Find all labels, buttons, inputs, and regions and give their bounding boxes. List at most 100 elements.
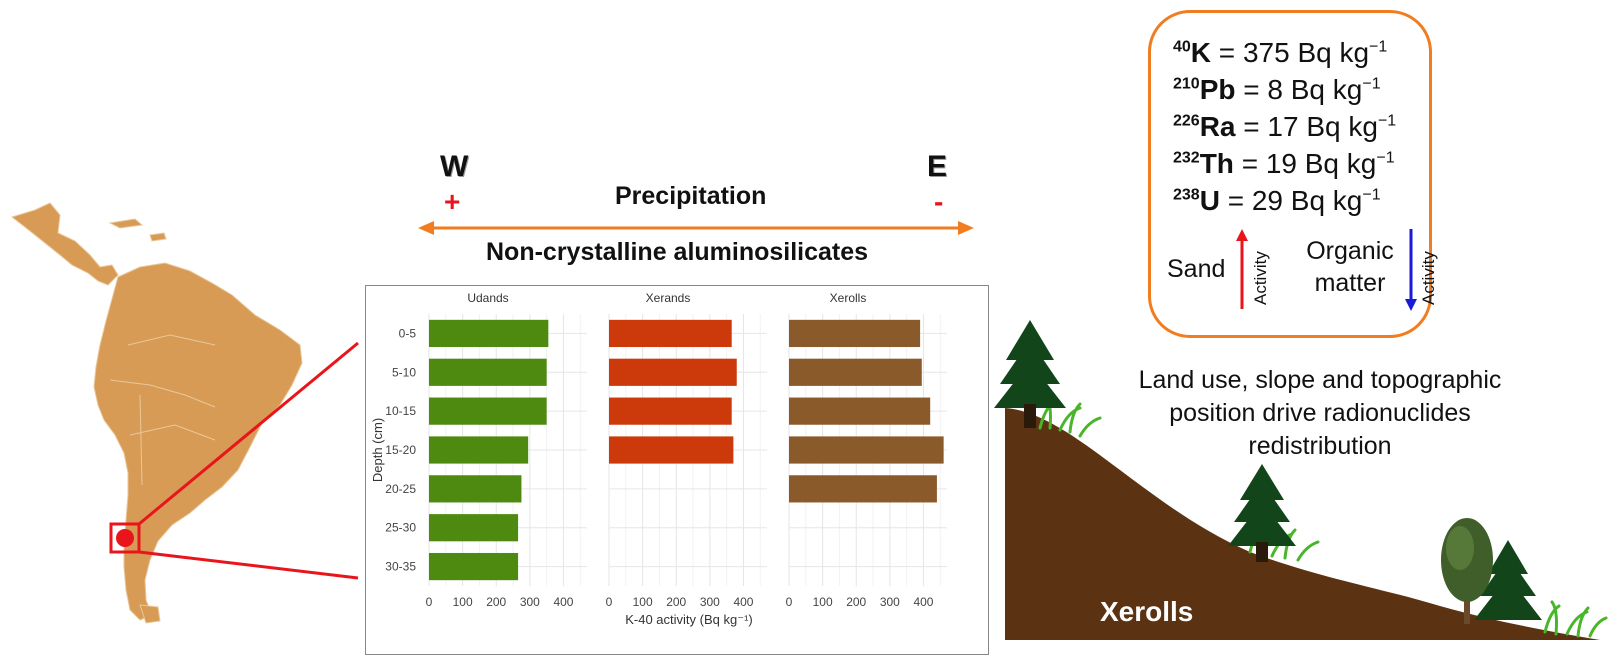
study-area-marker: [109, 522, 141, 554]
deciduous-tree: [1441, 518, 1493, 624]
radionuclide-line: 40K = 375 Bq kg−1: [1173, 37, 1387, 69]
element-symbol: Pb: [1199, 74, 1236, 105]
east-label: E: [927, 150, 948, 183]
radionuclide-summary-box: 40K = 375 Bq kg−1 210Pb = 8 Bq kg−1 226Ra …: [1148, 10, 1438, 338]
sand-activity-arrow: [1236, 229, 1248, 309]
x-tick-label: 200: [666, 595, 686, 609]
bar: [609, 436, 734, 464]
x-tick-label: 100: [633, 595, 653, 609]
activity-value: = 19 Bq kg: [1233, 148, 1377, 179]
landscape-caption-line2: position drive radionuclides: [1169, 399, 1471, 427]
x-tick-label: 100: [813, 595, 833, 609]
y-tick-label: 10-15: [385, 404, 416, 418]
x-tick-label: 300: [880, 595, 900, 609]
facet-title: Xerands: [646, 291, 691, 305]
soil-label: Xerolls: [1100, 596, 1194, 627]
x-tick-label: 100: [453, 595, 473, 609]
bar: [609, 397, 732, 425]
bar: [429, 358, 547, 386]
unit-exponent: −1: [1362, 75, 1381, 93]
k40-chart: Udands 0 100 200 300 400 Xerands 0 100 200 300 400 X…: [365, 285, 989, 655]
isotope-number: 232: [1173, 149, 1200, 167]
zoom-line-bottom: [138, 550, 359, 580]
x-tick-label: 400: [913, 595, 933, 609]
facet-title: Udands: [467, 291, 508, 305]
bar: [609, 358, 737, 386]
y-tick-label: 5-10: [392, 365, 416, 379]
west-sign: +: [444, 186, 461, 217]
landscape-caption: Land use, slope and topographic position…: [1100, 364, 1540, 463]
soil-slope: [1005, 408, 1600, 640]
bar: [429, 319, 549, 348]
pine-tree-2: [1228, 464, 1296, 562]
pine-tree-1: [994, 320, 1066, 428]
bar: [429, 552, 519, 581]
activity-value: = 8 Bq kg: [1235, 74, 1363, 105]
isotope-number: 40: [1173, 38, 1191, 56]
bar: [789, 358, 922, 386]
landscape-caption-line3: redistribution: [1248, 432, 1392, 460]
unit-exponent: −1: [1369, 38, 1388, 56]
activity-value: = 375 Bq kg: [1211, 37, 1370, 68]
y-tick-label: 30-35: [385, 560, 416, 574]
radionuclide-line: 238U = 29 Bq kg−1: [1173, 185, 1381, 217]
bar: [429, 397, 547, 425]
element-symbol: U: [1199, 185, 1220, 216]
bar: [789, 436, 944, 464]
x-tick-label: 200: [486, 595, 506, 609]
x-tick-label: 400: [733, 595, 753, 609]
south-america-map: [10, 202, 303, 624]
radionuclide-line: 232Th = 19 Bq kg−1: [1173, 148, 1395, 180]
y-tick-label: 25-30: [385, 521, 416, 535]
organic-label-line1: Organic: [1306, 237, 1394, 265]
chart-svg: Udands 0 100 200 300 400 Xerands 0 100 200 300 400 X…: [370, 291, 947, 627]
x-axis-label: K-40 activity (Bq kg⁻¹): [625, 612, 753, 627]
bar: [789, 475, 937, 503]
bar: [609, 319, 732, 348]
x-tick-label: 400: [553, 595, 573, 609]
subtitle-aluminosilicates: Non-crystalline aluminosilicates: [486, 238, 869, 266]
activity-value: = 17 Bq kg: [1235, 111, 1378, 142]
facet-title: Xerolls: [830, 291, 867, 305]
element-symbol: K: [1190, 37, 1212, 68]
element-symbol: Ra: [1199, 111, 1236, 142]
isotope-number: 210: [1173, 75, 1200, 93]
bar: [429, 475, 522, 503]
bar: [789, 319, 921, 348]
x-tick-label: 0: [786, 595, 793, 609]
precipitation-label: Precipitation: [615, 182, 767, 210]
radionuclide-line: 210Pb = 8 Bq kg−1: [1173, 74, 1381, 106]
unit-exponent: −1: [1377, 112, 1397, 130]
organic-label-line2: matter: [1314, 269, 1386, 297]
east-sign: -: [934, 186, 944, 217]
x-tick-label: 300: [700, 595, 720, 609]
unit-exponent: −1: [1376, 149, 1395, 167]
x-tick-label: 200: [846, 595, 866, 609]
organic-activity-arrow: [1405, 229, 1417, 311]
x-tick-label: 0: [606, 595, 613, 609]
unit-exponent: −1: [1362, 186, 1381, 204]
zoom-line-top: [138, 341, 359, 526]
bar: [429, 436, 529, 464]
y-axis-label: Depth (cm): [370, 418, 385, 482]
y-tick-label: 20-25: [385, 482, 416, 496]
isotope-number: 238: [1173, 186, 1200, 204]
element-symbol: Th: [1199, 148, 1234, 179]
map-land: [10, 202, 303, 624]
sand-label: Sand: [1167, 255, 1226, 283]
radionuclide-line: 226Ra = 17 Bq kg−1: [1173, 111, 1396, 143]
bar: [789, 397, 931, 425]
gradient-arrow: [418, 221, 974, 235]
x-tick-label: 300: [520, 595, 540, 609]
y-tick-label: 15-20: [385, 443, 416, 457]
bar: [429, 514, 519, 542]
activity-value: = 29 Bq kg: [1219, 185, 1363, 216]
y-tick-label: 0-5: [399, 326, 417, 340]
landscape-caption-line1: Land use, slope and topographic: [1138, 366, 1502, 394]
organic-matter-label: Organic matter: [1299, 235, 1401, 299]
pine-tree-3: [1474, 540, 1542, 620]
west-label: W: [440, 150, 469, 183]
x-tick-label: 0: [426, 595, 433, 609]
